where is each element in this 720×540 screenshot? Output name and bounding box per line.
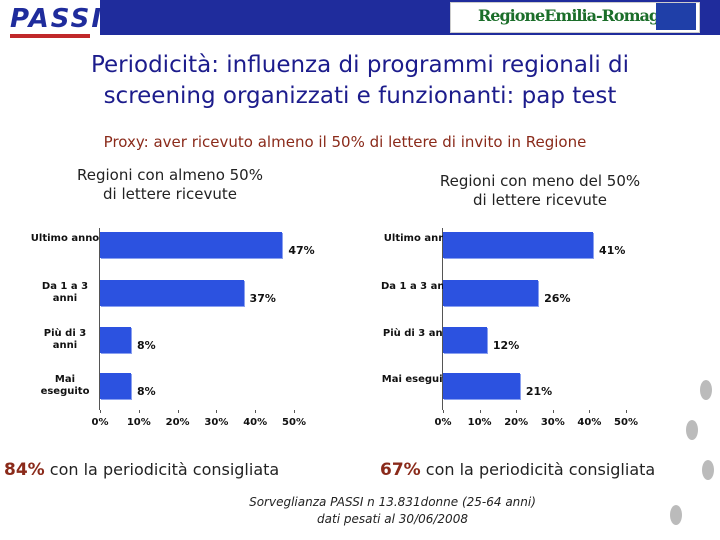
y-tick-label: Mai eseguito xyxy=(40,374,90,397)
tick-mark xyxy=(294,410,295,413)
x-tick-label: 20% xyxy=(504,417,529,428)
y-tick-label: Da 1 a 3 anni xyxy=(41,281,89,304)
x-tick-label: 30% xyxy=(540,417,565,428)
tick-mark xyxy=(216,410,218,413)
subtitle: Proxy: aver ricevuto almeno il 50% di le… xyxy=(103,133,587,151)
annotation: 67% con la periodicità consigliata xyxy=(380,460,655,480)
annotation-value: 67% xyxy=(380,460,421,480)
bar xyxy=(443,373,520,399)
value-label: 21% xyxy=(525,385,553,398)
annotation-value: 84% xyxy=(4,460,45,480)
bar xyxy=(100,232,283,258)
chart-title-line: Regioni con meno del 50% xyxy=(439,172,641,190)
bar xyxy=(443,280,539,306)
tick-mark xyxy=(552,410,554,413)
tick-mark xyxy=(626,410,627,413)
value-label: 8% xyxy=(137,339,156,352)
y-tick-label: Mai eseguito xyxy=(381,374,455,385)
footer-line: dati pesati al 30/06/2008 xyxy=(317,512,468,526)
value-label: 26% xyxy=(544,292,571,305)
bar xyxy=(100,327,132,353)
chart-title: Regioni con meno del 50% di lettere ricev… xyxy=(410,172,670,210)
title-line: screening organizzati e funzionanti: pap… xyxy=(103,83,617,109)
y-tick-label: Ultimo anno xyxy=(30,233,100,244)
value-label: 37% xyxy=(249,292,276,305)
axis-line xyxy=(99,228,100,410)
annotation-text: con la periodicità consigliata xyxy=(425,460,656,479)
tick-mark xyxy=(177,410,179,413)
region-logo: RegioneEmilia-Romagna xyxy=(478,6,680,25)
x-tick-label: 10% xyxy=(126,417,151,428)
chart-title-line: di lettere ricevute xyxy=(103,185,237,203)
tick-mark xyxy=(589,410,591,413)
x-tick-label: 0% xyxy=(91,417,109,428)
eu-flag xyxy=(656,3,696,30)
chart-title-line: di lettere ricevute xyxy=(473,191,607,209)
tick-mark xyxy=(100,410,101,413)
annotation-text: con la periodicità consigliata xyxy=(49,460,280,479)
x-tick-label: 50% xyxy=(282,417,306,428)
tick-mark xyxy=(443,410,444,413)
logo-stripe xyxy=(10,34,90,38)
tick-mark xyxy=(479,410,481,413)
axis-line xyxy=(442,228,443,410)
decoration xyxy=(686,420,698,440)
title-line: Periodicità: influenza di programmi regi… xyxy=(90,52,630,78)
x-tick-label: 10% xyxy=(467,417,492,428)
value-label: 12% xyxy=(492,339,520,352)
y-tick-label: Più di 3 anni xyxy=(43,328,87,351)
y-tick-label: Ultimo anno xyxy=(383,233,453,244)
x-tick-label: 20% xyxy=(165,417,190,428)
bar xyxy=(443,232,594,258)
x-tick-label: 40% xyxy=(243,417,268,428)
decoration xyxy=(700,380,712,400)
y-tick-label: Più di 3 anni xyxy=(382,328,454,339)
annotation: 84% con la periodicità consigliata xyxy=(4,460,279,480)
logo: PASSI xyxy=(10,4,103,34)
bar xyxy=(100,373,132,399)
chart-title-line: Regioni con almeno 50% xyxy=(77,166,263,184)
footer-line: Sorveglianza PASSI n 13.831donne (25-64 … xyxy=(249,495,536,509)
x-tick-label: 50% xyxy=(614,417,638,428)
value-label: 8% xyxy=(137,385,156,398)
tick-mark xyxy=(255,410,257,413)
value-label: 47% xyxy=(288,244,315,257)
x-tick-label: 30% xyxy=(204,417,229,428)
tick-mark xyxy=(138,410,140,413)
y-tick-label: Da 1 a 3 anni xyxy=(380,281,456,292)
x-tick-label: 40% xyxy=(577,417,602,428)
title: Periodicità: influenza di programmi regi… xyxy=(20,50,700,112)
decoration xyxy=(670,505,682,525)
bar xyxy=(100,280,244,306)
bar xyxy=(443,327,487,353)
chart-title: Regioni con almeno 50% di lettere ricevut… xyxy=(40,166,300,204)
x-tick-label: 0% xyxy=(434,417,452,428)
tick-mark xyxy=(516,410,518,413)
decoration xyxy=(702,460,714,480)
footer: Sorveglianza PASSI n 13.831donne (25-64 … xyxy=(200,494,585,528)
value-label: 41% xyxy=(599,244,626,257)
